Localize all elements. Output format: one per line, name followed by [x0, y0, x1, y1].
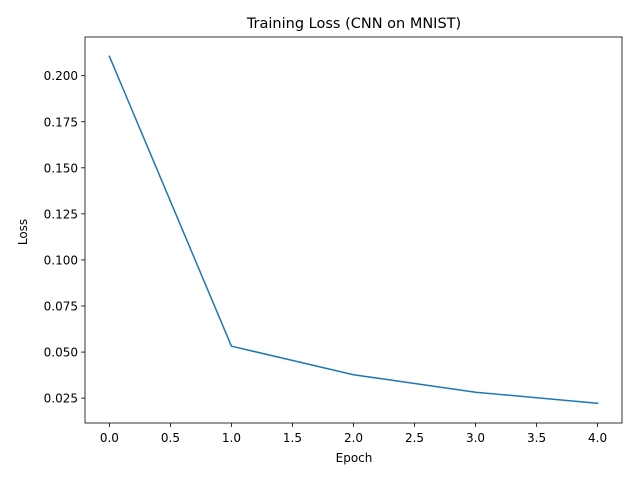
x-tick-label: 1.0	[222, 431, 241, 445]
plot-area: 0.0 0.5 1.0 1.5 2.0 2.5 3.0 3.5 4.0 0.025 0.050 0.0…	[44, 36, 623, 445]
x-tick-label: 1.5	[283, 431, 302, 445]
y-tick-label: 0.125	[44, 207, 78, 221]
x-tick-label: 0.0	[100, 431, 119, 445]
y-tick-label: 0.050	[44, 346, 78, 360]
axes-frame	[84, 36, 623, 424]
x-tick-label: 4.0	[588, 431, 607, 445]
x-tick-label: 2.0	[344, 431, 363, 445]
chart-title: Training Loss (CNN on MNIST)	[246, 16, 461, 32]
y-tick-label: 0.175	[44, 115, 78, 129]
series-line-0	[108, 55, 599, 405]
y-tick-label: 0.200	[44, 69, 78, 83]
x-tick-label: 0.5	[161, 431, 180, 445]
x-tick-label: 3.0	[466, 431, 485, 445]
y-tick-label: 0.075	[44, 300, 78, 314]
y-axis-label: Loss	[16, 219, 30, 245]
y-tick-label: 0.150	[44, 161, 78, 175]
x-axis-label: Epoch	[336, 451, 373, 465]
y-tick-label: 0.025	[44, 392, 78, 406]
y-tick-label: 0.100	[44, 253, 78, 267]
x-tick-label: 3.5	[527, 431, 546, 445]
x-tick-label: 2.5	[405, 431, 424, 445]
